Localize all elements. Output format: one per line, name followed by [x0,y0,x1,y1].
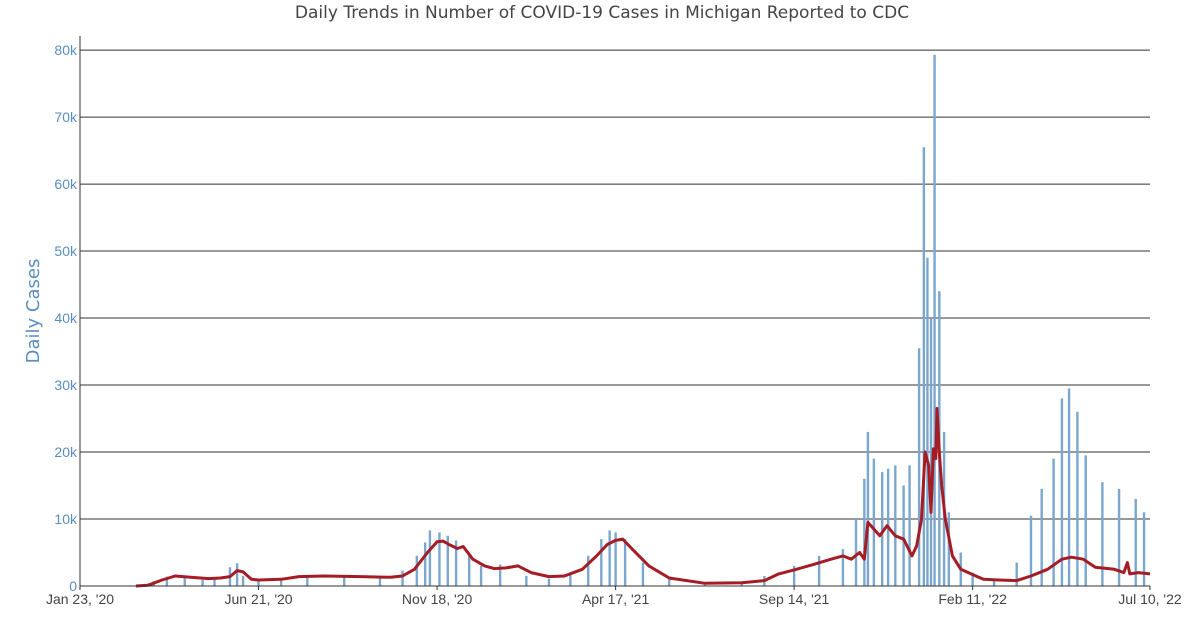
bar [1084,455,1087,586]
bar [1067,388,1071,586]
bar [1117,488,1121,586]
y-axis-label: Daily Cases [23,259,44,364]
bar [1076,411,1079,586]
bar [423,542,427,586]
bar [401,570,404,586]
bar [201,579,204,586]
bar [740,582,743,586]
bar [1101,482,1104,586]
bar [792,565,796,586]
bar [971,572,974,586]
bar [854,519,858,586]
chart-title: Daily Trends in Number of COVID-19 Cases… [295,3,909,23]
gridlines [80,49,1150,520]
bar [569,573,572,586]
y-tick-label: 80k [54,42,78,58]
x-tick-label: Jan 23, '20 [46,591,114,607]
bar [547,578,551,586]
bar [881,472,884,586]
bar [183,577,186,586]
x-tick-labels: Jan 23, '20 Jun 21, '20 Nov 18, '20 Apr 17,… [46,586,1182,607]
bar [467,555,471,586]
x-tick-label: Nov 18, '20 [402,591,473,607]
bar [235,563,239,586]
x-tick-label: Jun 21, '20 [225,591,293,607]
y-tick-labels: 0 10k 20k 30k 40k 50k 60k 70k 80k [54,42,78,594]
x-tick-label: Feb 11, '22 [938,591,1007,607]
y-tick-label: 30k [54,377,78,393]
bar [587,555,590,586]
bar [641,562,645,586]
bar [947,512,951,586]
y-tick-label: 50k [54,243,78,259]
bar [1142,512,1146,586]
bar [525,575,528,586]
bar [306,575,309,586]
bar [623,539,627,586]
bar [929,318,933,586]
x-tick-label: Sep 14, '21 [759,591,830,607]
bar [1060,398,1064,586]
bar [841,549,845,586]
bar [1040,488,1043,586]
bar [165,576,169,586]
bar [667,579,671,586]
y-tick-label: 60k [54,176,78,192]
average-line-series [135,407,1151,588]
bar [1015,562,1018,586]
axes [79,36,1150,587]
x-tick-label: Jul 10, '22 [1118,591,1182,607]
y-tick-label: 10k [54,511,78,527]
bar [454,540,458,586]
bar [279,577,283,586]
bar [908,465,911,586]
bar [343,577,346,586]
bar [1052,458,1055,586]
y-tick-label: 0 [69,578,77,594]
bar [933,54,936,587]
bar [817,555,821,586]
bar [866,431,870,586]
bar [894,465,897,586]
bar [922,147,926,586]
bar-series [134,54,1146,587]
bar [926,257,929,586]
bar [257,579,260,586]
bar [600,539,603,586]
bar [498,564,502,586]
bar [902,485,905,586]
bar [863,478,866,586]
bar [703,584,707,586]
average-line [135,407,1151,588]
bar [872,458,876,586]
y-tick-label: 20k [54,444,78,460]
bar [241,575,245,586]
bar [917,348,921,586]
bar [614,532,617,586]
bar [428,530,432,586]
bar [479,565,483,586]
y-tick-label: 70k [54,109,78,125]
bar [1029,515,1033,586]
x-tick-label: Apr 17, '21 [582,591,649,607]
y-tick-label: 40k [54,310,78,326]
bar [438,532,441,586]
bar [415,555,419,586]
bar [446,535,449,586]
bar [608,530,611,586]
bar [213,579,216,586]
bar [1134,498,1137,586]
bar [992,579,996,586]
bar [378,577,382,586]
